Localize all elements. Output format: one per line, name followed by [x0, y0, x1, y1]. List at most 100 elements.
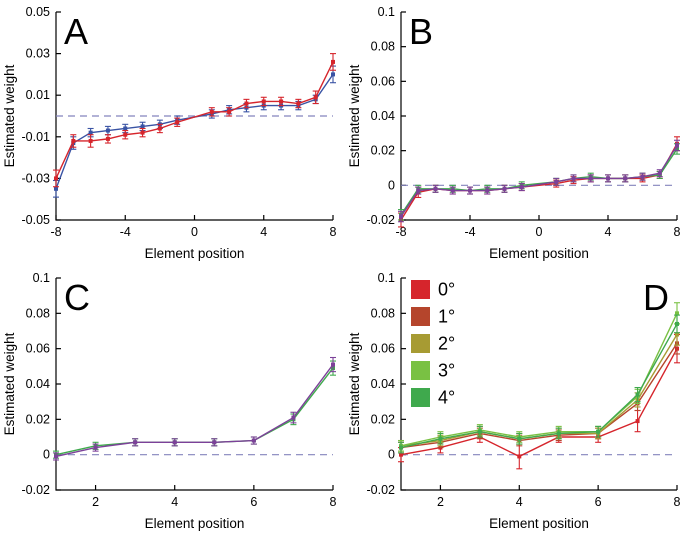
y-tick-label: 0.02 — [26, 412, 50, 426]
x-tick-label: 0 — [536, 225, 543, 239]
series-4° — [398, 314, 680, 454]
legend-swatch — [411, 334, 430, 353]
y-axis-label: Estimated weight — [347, 64, 362, 167]
panel-letter-D: D — [643, 277, 669, 318]
data-line — [55, 74, 334, 190]
data-line — [55, 364, 334, 458]
data-marker — [675, 311, 679, 316]
x-tick-label: 8 — [330, 225, 337, 239]
data-marker — [519, 185, 524, 190]
data-marker — [212, 440, 217, 445]
y-tick-label: -0.02 — [22, 483, 51, 497]
legend-label: 1° — [438, 307, 455, 327]
data-marker — [123, 126, 128, 131]
y-tick-label: 0.08 — [26, 306, 50, 320]
x-tick-label: 6 — [595, 495, 602, 509]
data-line — [55, 61, 334, 179]
y-tick-label: -0.02 — [367, 213, 396, 227]
x-tick-label: -4 — [120, 225, 131, 239]
data-marker — [313, 95, 318, 100]
x-axis-label: Element position — [489, 516, 589, 531]
data-marker — [123, 132, 128, 137]
legend: 0° 1° 2° 3° 4° — [407, 278, 469, 417]
legend-label: 3° — [438, 361, 455, 381]
y-tick-label: -0.03 — [22, 171, 51, 185]
y-tick-label: 0.04 — [371, 109, 395, 123]
x-axis-label: Element position — [489, 246, 589, 261]
y-tick-label: 0.04 — [371, 377, 395, 391]
y-axis-label: Estimated weight — [2, 332, 17, 435]
data-marker — [279, 99, 284, 104]
x-tick-label: 4 — [171, 495, 178, 509]
data-marker — [517, 436, 522, 441]
y-tick-label: 0.08 — [371, 306, 395, 320]
data-marker — [556, 431, 561, 436]
y-tick-label: 0 — [388, 448, 395, 462]
data-marker — [291, 415, 296, 420]
data-marker — [244, 101, 249, 106]
chart-panel-B: -0.02 0 0.02 0.04 0.06 0.08 0.1 -8 -4 0 4 8 Element … — [347, 5, 681, 261]
data-marker — [140, 124, 145, 129]
x-tick-label: 2 — [437, 495, 444, 509]
data-marker — [468, 188, 472, 193]
data-marker — [105, 128, 110, 133]
x-tick-label: 4 — [516, 495, 523, 509]
panel-c: -0.02 0 0.02 0.04 0.06 0.08 0.1 2 4 6 8 Element pos… — [0, 266, 345, 536]
data-line — [400, 342, 678, 449]
data-marker — [675, 143, 679, 148]
data-marker — [571, 176, 576, 181]
data-marker — [261, 99, 266, 104]
chart-panel-A: -0.05 -0.03 -0.01 0.01 0.03 0.05 -8 -4 0 4 8 Elemen… — [2, 5, 337, 261]
data-marker — [175, 120, 180, 125]
data-marker — [588, 176, 593, 181]
data-marker — [227, 109, 232, 114]
panel-letter-A: A — [64, 11, 88, 52]
x-axis-label: Element position — [145, 516, 245, 531]
data-line — [400, 323, 678, 449]
y-tick-label: 0.06 — [371, 74, 395, 88]
y-tick-label: 0.03 — [26, 47, 50, 61]
y-tick-label: 0.02 — [371, 144, 395, 158]
y-tick-label: 0.06 — [26, 342, 50, 356]
x-tick-label: -4 — [464, 225, 475, 239]
data-marker — [54, 454, 58, 459]
data-line — [400, 148, 678, 216]
legend-swatch — [411, 307, 430, 326]
x-tick-label: 8 — [674, 225, 681, 239]
data-marker — [88, 130, 93, 135]
x-tick-label: 8 — [330, 495, 337, 509]
y-tick-label: 0.1 — [378, 271, 395, 285]
series-condition-purple — [398, 139, 680, 223]
data-marker — [209, 109, 214, 114]
data-marker — [93, 445, 98, 450]
legend-swatch — [411, 280, 430, 299]
data-marker — [606, 176, 610, 181]
data-marker — [399, 214, 403, 219]
data-marker — [517, 454, 522, 459]
data-marker — [399, 445, 403, 450]
series-condition-purple — [53, 356, 336, 461]
data-marker — [54, 186, 58, 191]
data-marker — [635, 392, 640, 397]
y-tick-label: -0.05 — [22, 213, 51, 227]
data-marker — [596, 429, 601, 434]
x-tick-label: 6 — [250, 495, 257, 509]
y-tick-label: -0.02 — [367, 483, 396, 497]
data-marker — [502, 186, 507, 191]
legend-label: 0° — [438, 280, 455, 300]
x-tick-label: 8 — [674, 495, 681, 509]
data-marker — [251, 438, 256, 443]
y-axis-label: Estimated weight — [347, 332, 362, 435]
series-condition-green — [398, 143, 680, 221]
x-axis-label: Element position — [145, 246, 245, 261]
y-tick-label: 0.06 — [371, 342, 395, 356]
data-marker — [331, 59, 335, 64]
y-tick-label: 0 — [388, 178, 395, 192]
y-tick-label: 0.05 — [26, 5, 50, 19]
x-tick-label: -8 — [395, 225, 406, 239]
data-marker — [331, 72, 335, 77]
y-tick-label: 0.04 — [26, 377, 50, 391]
data-marker — [88, 138, 93, 143]
legend-label: 4° — [438, 388, 455, 408]
